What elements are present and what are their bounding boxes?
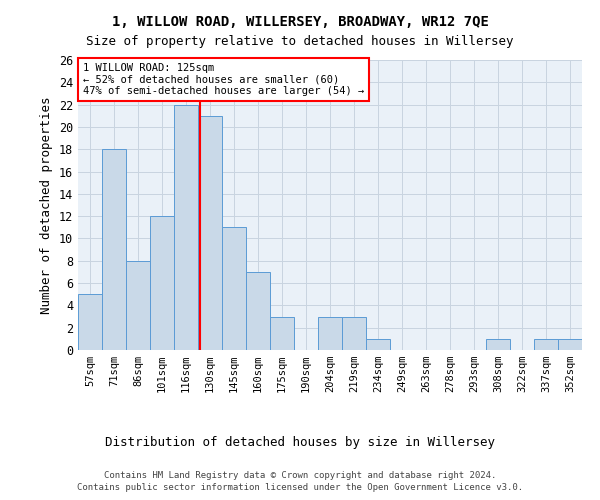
Y-axis label: Number of detached properties: Number of detached properties	[40, 96, 53, 314]
Text: Distribution of detached houses by size in Willersey: Distribution of detached houses by size …	[105, 436, 495, 449]
Bar	[486, 339, 510, 350]
Text: Contains HM Land Registry data © Crown copyright and database right 2024.: Contains HM Land Registry data © Crown c…	[104, 472, 496, 480]
Bar	[270, 316, 294, 350]
Bar	[534, 339, 558, 350]
Text: 1 WILLOW ROAD: 125sqm
← 52% of detached houses are smaller (60)
47% of semi-deta: 1 WILLOW ROAD: 125sqm ← 52% of detached …	[83, 63, 364, 96]
Bar	[366, 339, 390, 350]
Bar	[342, 316, 366, 350]
Bar	[558, 339, 582, 350]
Bar	[198, 116, 222, 350]
Bar	[246, 272, 270, 350]
Bar	[102, 149, 126, 350]
Bar	[174, 104, 198, 350]
Bar	[318, 316, 342, 350]
Text: 1, WILLOW ROAD, WILLERSEY, BROADWAY, WR12 7QE: 1, WILLOW ROAD, WILLERSEY, BROADWAY, WR1…	[112, 15, 488, 29]
Bar	[126, 261, 150, 350]
Text: Size of property relative to detached houses in Willersey: Size of property relative to detached ho…	[86, 35, 514, 48]
Bar	[222, 228, 246, 350]
Bar	[78, 294, 102, 350]
Text: Contains public sector information licensed under the Open Government Licence v3: Contains public sector information licen…	[77, 483, 523, 492]
Bar	[150, 216, 174, 350]
